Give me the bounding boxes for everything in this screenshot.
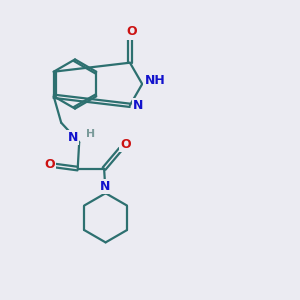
Text: O: O <box>126 25 137 38</box>
Text: N: N <box>133 99 143 112</box>
Text: H: H <box>86 129 95 139</box>
Text: O: O <box>121 138 131 151</box>
Text: O: O <box>44 158 55 171</box>
Text: NH: NH <box>144 74 165 87</box>
Text: N: N <box>100 180 110 193</box>
Text: N: N <box>68 131 78 144</box>
